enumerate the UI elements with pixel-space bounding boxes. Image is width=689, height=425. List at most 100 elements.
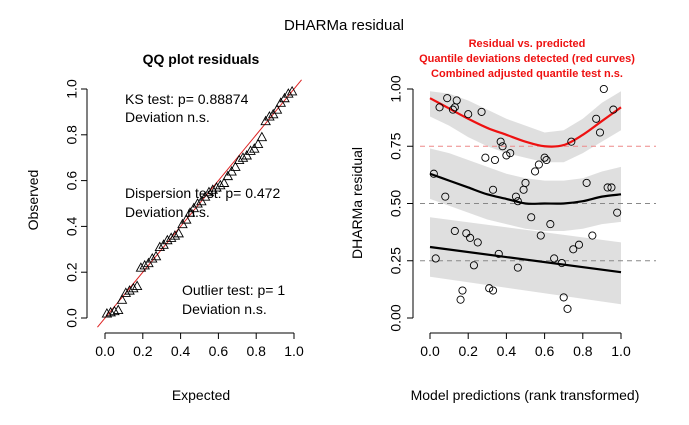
residual-message-1: Residual vs. predicted [469,38,586,50]
qq-point [241,149,253,160]
residual-point [466,233,475,242]
qq-y-label: Observed [25,170,41,231]
outlier-test-text: Outlier test: p= 1 [182,282,285,298]
residual-point [567,137,576,146]
residual-point [559,293,568,302]
qq-point [173,227,184,238]
residual-x-axis: 0.0 0.2 0.4 0.6 0.8 1.0 [420,332,631,359]
qq-point [211,182,222,192]
qq-point [124,285,135,295]
residual-point [542,155,551,165]
residual-point [513,263,522,272]
qq-plot-panel: QQ plot residuals 0.0 0.2 0.4 0.6 0.8 1.0 0.0… [25,51,304,403]
qq-point [286,85,298,96]
ks-test-deviation: Deviation n.s. [125,109,210,125]
residual-point [464,110,473,119]
qq-point [203,186,215,197]
qq-point [112,304,124,315]
qq-point [169,230,181,240]
residual-y-label: DHARMa residual [349,147,365,259]
qq-x-tick-label: 0.0 [95,343,115,359]
qq-y-tick-label: 1.0 [64,79,80,99]
residual-x-tick-label: 0.0 [420,343,440,359]
residual-point [490,155,499,165]
qq-point [177,218,188,229]
residual-point [513,197,522,206]
qq-point [162,234,173,245]
residual-point [473,238,482,247]
qq-point [165,232,177,242]
residual-point [443,94,452,103]
qq-point [249,143,260,153]
residual-point [506,149,515,158]
residual-point [546,220,555,229]
residual-point [595,128,605,137]
qq-point [264,111,275,121]
residual-point [527,213,536,222]
dispersion-test-text: Dispersion test: p= 0.472 [125,185,280,201]
qq-points [101,85,298,318]
residual-point [550,254,559,263]
dispersion-test-deviation: Deviation n.s. [125,204,210,220]
residual-point [599,84,608,94]
qq-point [128,282,139,293]
residual-points [429,84,622,313]
qq-x-tick-label: 0.6 [209,343,229,359]
qq-y-tick-label: 0.8 [64,125,80,145]
residual-x-tick-label: 0.8 [573,343,593,359]
residual-point [540,153,549,162]
qq-point [135,262,147,272]
qq-point [256,131,268,142]
residual-point [588,231,597,240]
residual-y-tick-label: 0.50 [388,190,404,217]
qq-x-tick-label: 0.2 [133,343,153,359]
qq-point [150,250,162,261]
qq-point [267,108,279,119]
qq-point [120,287,132,297]
residual-x-label: Model predictions (rank transformed) [411,387,640,403]
qq-point [154,241,166,252]
qq-x-axis: 0.0 0.2 0.4 0.6 0.8 1.0 [95,332,304,359]
qq-point [260,115,271,126]
qq-point [275,97,287,107]
qq-point [230,161,241,171]
residual-point [613,208,622,217]
residual-point [456,295,465,304]
qq-reference-line [97,79,302,328]
qq-point [215,179,226,190]
residual-point [531,167,540,176]
qq-plot-title: QQ plot residuals [143,51,260,67]
residual-point [498,142,507,151]
quantile-curve-0.5 [429,172,622,205]
qq-point [226,166,237,176]
qq-x-tick-label: 1.0 [284,343,304,359]
residual-point [592,114,601,123]
qq-y-tick-label: 0.0 [64,308,80,328]
qq-point [252,138,264,149]
residual-point [488,286,498,295]
ks-test-annotation: KS test: p= 0.88874 Deviation n.s. [125,91,249,125]
dispersion-test-annotation: Dispersion test: p= 0.472 Deviation n.s. [125,185,280,220]
qq-point [279,92,290,103]
residual-y-tick-label: 0.00 [388,304,404,331]
residual-point [481,153,490,162]
qq-point [184,207,196,217]
qq-point [181,214,192,224]
residual-plot-panel: Residual vs. predicted Quantile deviatio… [349,38,656,403]
qq-x-tick-label: 0.4 [171,343,191,359]
quantile-confidence-bands [430,91,621,305]
qq-point [158,239,169,249]
residual-message-2: Quantile deviations detected (red curves… [419,53,635,65]
figure-title: DHARMa residual [284,17,404,34]
qq-point [222,170,234,181]
residual-x-tick-label: 0.4 [497,343,517,359]
residual-point [477,107,486,116]
qq-point [143,257,154,268]
qq-point [245,145,256,155]
qq-point [233,154,245,165]
quantile-curve-0.75 [429,97,622,148]
qq-point [188,202,200,213]
residual-point [435,103,444,112]
qq-point [105,306,116,317]
residual-point [521,178,530,187]
